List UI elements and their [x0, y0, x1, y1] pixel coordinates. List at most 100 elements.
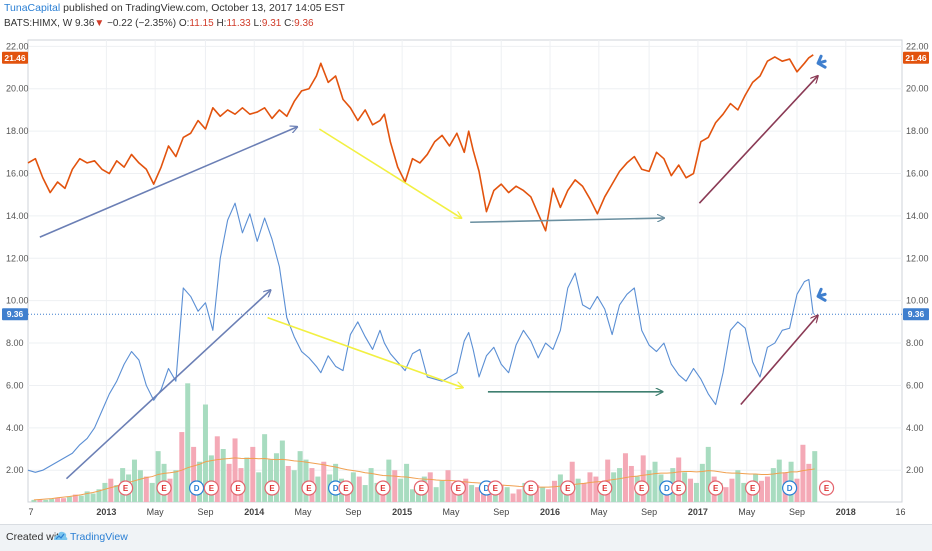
drawing-annotations[interactable]: [39, 54, 827, 480]
badge-label: E: [528, 484, 534, 493]
earnings-badge[interactable]: [560, 480, 576, 496]
x-tick-label: Sep: [345, 507, 361, 517]
volume-bar: [137, 470, 143, 502]
earnings-badge[interactable]: [708, 480, 724, 496]
volume-bar: [43, 499, 49, 502]
earnings-badge[interactable]: [597, 480, 613, 496]
volume-bar: [540, 487, 546, 502]
volume-bar: [510, 493, 516, 502]
badge-label: D: [333, 484, 339, 493]
dividend-badge[interactable]: [188, 480, 205, 496]
trend-arrow[interactable]: [39, 127, 297, 238]
volume-bar: [776, 459, 782, 502]
earnings-badge[interactable]: [203, 480, 219, 496]
earnings-badge[interactable]: [450, 480, 466, 496]
earnings-badge[interactable]: [375, 480, 391, 496]
volume-average-line: [33, 457, 815, 501]
badge-label: D: [787, 484, 793, 493]
volume-bar: [96, 489, 102, 502]
volume-bar: [504, 487, 510, 502]
y-tick-label-left: 12.00: [6, 253, 29, 263]
earnings-badge[interactable]: [745, 480, 761, 496]
symbol-label[interactable]: BATS:HIMX, W: [4, 18, 73, 29]
volume-bar: [546, 489, 552, 502]
author-link[interactable]: TunaCapital: [4, 2, 61, 14]
earnings-badge[interactable]: [671, 480, 687, 496]
badge-label: D: [194, 484, 200, 493]
x-tick-label: 2017: [688, 507, 708, 517]
footer-bar: Created with TradingView: [0, 524, 932, 551]
volume-bar: [693, 482, 699, 502]
plot-area[interactable]: [27, 39, 903, 503]
indicator-tag-left: [2, 308, 28, 321]
price-tag-text-left: 21.46: [4, 53, 26, 63]
volume-bar: [66, 496, 72, 502]
tradingview-brand-link[interactable]: TradingView: [70, 531, 128, 543]
dividend-badge[interactable]: [782, 480, 798, 496]
volume-bar: [250, 446, 256, 502]
volume-bar: [551, 480, 557, 502]
trend-arrow[interactable]: [470, 218, 664, 224]
trend-arrow[interactable]: [267, 316, 463, 388]
earnings-badge[interactable]: [523, 480, 539, 496]
y-tick-label-left: 16.00: [6, 169, 29, 179]
volume-bar: [640, 455, 646, 502]
earnings-badge[interactable]: [301, 480, 317, 496]
x-tick-label: Sep: [493, 507, 509, 517]
pointer-arrow-icon[interactable]: [816, 287, 827, 302]
axes: 22.00 22.00 20.00 20.00 18.00 18.00 16.00 16.00…: [2, 41, 929, 517]
volume-bar: [699, 463, 705, 502]
y-tick-label-right: 4.00: [906, 423, 924, 433]
earnings-badge[interactable]: [230, 480, 246, 496]
trend-arrow[interactable]: [318, 128, 461, 218]
earnings-badge[interactable]: [487, 480, 503, 496]
volume-bar: [475, 487, 481, 502]
pointer-arrow-icon[interactable]: [816, 54, 827, 69]
earnings-badge[interactable]: [118, 480, 134, 496]
indicator-line: [27, 202, 814, 473]
series-lines: [27, 54, 902, 473]
volume-bar: [220, 449, 226, 502]
volume-bar: [49, 498, 55, 502]
x-tick-label: Sep: [641, 507, 657, 517]
volume-ma-line: [33, 457, 815, 501]
trend-arrow[interactable]: [65, 290, 270, 480]
volume-bar: [534, 485, 540, 502]
volume-bar: [617, 468, 623, 502]
chart-header: TunaCapital published on TradingView.com…: [4, 2, 345, 30]
earnings-badge[interactable]: [413, 480, 429, 496]
volume-bar: [445, 470, 451, 502]
low-value: 9.31: [261, 18, 282, 29]
earnings-badge[interactable]: [338, 480, 354, 496]
badge-label: E: [824, 484, 830, 493]
high-value: 11.33: [226, 18, 251, 29]
x-tick-label: 7: [28, 507, 33, 517]
volume-bar: [628, 465, 634, 502]
ohlc-legend: BATS:HIMX, W 9.36▼ −0.22 (−2.35%) O:11.1…: [4, 17, 345, 30]
y-tick-label-left: 20.00: [6, 84, 29, 94]
volume-bar: [386, 459, 392, 502]
trend-arrow[interactable]: [740, 316, 818, 406]
badge-label: E: [235, 484, 241, 493]
earnings-badge[interactable]: [634, 480, 650, 496]
volume-bar: [273, 453, 279, 502]
volume-bar: [646, 470, 652, 502]
volume-bar: [102, 482, 108, 502]
trend-arrow[interactable]: [698, 76, 817, 204]
volume-bar: [321, 461, 327, 502]
volume-bar: [256, 472, 262, 502]
earnings-badge[interactable]: [264, 480, 280, 496]
volume-bar: [723, 487, 729, 502]
y-tick-label-right: 10.00: [906, 296, 929, 306]
earnings-badge[interactable]: [156, 480, 172, 496]
volume-bar: [410, 489, 416, 502]
tradingview-logo-icon[interactable]: [52, 530, 68, 542]
volume-bar: [191, 446, 197, 502]
earnings-badge[interactable]: [818, 480, 835, 496]
volume-bar: [652, 461, 658, 502]
volume-bar: [356, 476, 362, 502]
volume-bar: [528, 491, 534, 502]
x-tick-label: May: [295, 507, 313, 517]
